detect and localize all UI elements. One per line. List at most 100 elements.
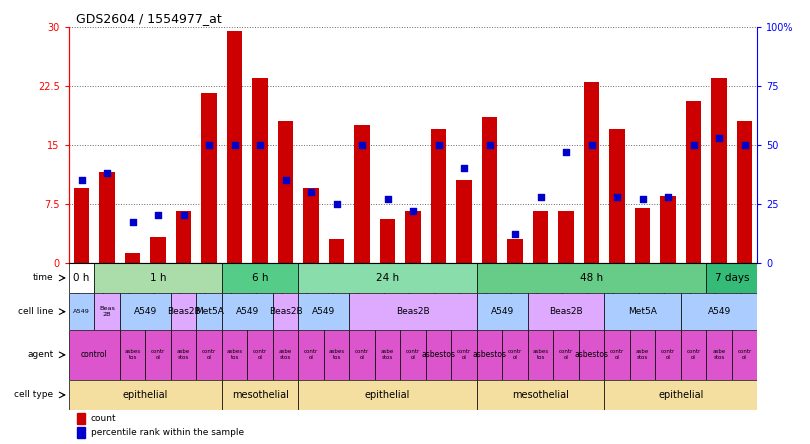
Bar [431,129,446,262]
Point [126,219,139,226]
Bar [375,330,400,380]
Bar [171,293,196,330]
Text: cell line: cell line [18,307,53,316]
Bar [329,239,344,262]
Bar [681,293,757,330]
Text: Met5A: Met5A [194,307,224,316]
Bar [196,330,222,380]
Point [611,193,624,200]
Text: 1 h: 1 h [150,273,166,283]
Bar [222,262,298,293]
Bar [76,413,85,424]
Bar [533,211,548,262]
Text: epithelial: epithelial [659,390,704,400]
Text: GDS2604 / 1554977_at: GDS2604 / 1554977_at [76,12,221,25]
Bar [298,330,324,380]
Text: count: count [91,414,116,423]
Text: time: time [33,274,53,282]
Point [713,134,726,141]
Text: asbe
stos: asbe stos [177,349,190,360]
Bar [706,262,757,293]
Text: contr
ol: contr ol [457,349,471,360]
Text: asbes
tos: asbes tos [125,349,141,360]
Point [662,193,675,200]
Point [228,141,241,148]
Bar [502,330,528,380]
Text: contr
ol: contr ol [202,349,216,360]
Bar [94,293,120,330]
Point [75,176,88,183]
Point [687,141,700,148]
Bar [630,330,655,380]
Bar [151,238,166,262]
Bar [477,330,502,380]
Text: epithelial: epithelial [365,390,411,400]
Bar [655,330,681,380]
Bar [298,380,477,410]
Text: A549: A549 [491,307,514,316]
Text: asbes
tos: asbes tos [532,349,548,360]
Bar [196,293,222,330]
Text: percentile rank within the sample: percentile rank within the sample [91,428,244,437]
Bar [304,188,319,262]
Text: asbestos: asbestos [472,350,506,359]
Text: contr
ol: contr ol [687,349,701,360]
Bar [125,253,140,262]
Bar [355,125,369,262]
Point [432,141,445,148]
Bar [69,293,94,330]
Text: contr
ol: contr ol [253,349,267,360]
Bar [298,262,477,293]
Bar [604,380,757,410]
Bar [94,262,222,293]
Point [738,141,751,148]
Text: agent: agent [28,350,53,359]
Bar [584,82,599,262]
Point [177,212,190,219]
Bar [477,380,604,410]
Point [279,176,292,183]
Bar [145,330,171,380]
Bar [528,293,604,330]
Bar [604,293,681,330]
Text: epithelial: epithelial [122,390,168,400]
Point [636,195,649,202]
Text: 7 days: 7 days [714,273,749,283]
Bar [247,330,273,380]
Bar [278,121,293,262]
Text: contr
ol: contr ol [661,349,676,360]
Point [458,165,471,172]
Bar [222,380,298,410]
Text: 24 h: 24 h [376,273,399,283]
Point [509,231,522,238]
Bar [253,78,268,262]
Text: mesothelial: mesothelial [232,390,288,400]
Point [151,212,164,219]
Text: Beas2B: Beas2B [396,307,430,316]
Bar [635,207,650,262]
Point [407,207,420,214]
Bar [604,330,630,380]
Text: Beas2B: Beas2B [549,307,583,316]
Bar [477,293,528,330]
Text: 0 h: 0 h [74,273,90,283]
Bar [100,172,115,262]
Point [254,141,266,148]
Bar [176,211,191,262]
Text: Beas
2B: Beas 2B [99,306,115,317]
Bar [324,330,349,380]
Bar [380,219,395,262]
Bar [579,330,604,380]
Bar [426,330,451,380]
Point [330,200,343,207]
Text: asbe
stos: asbe stos [713,349,726,360]
Point [382,195,394,202]
Point [560,148,573,155]
Text: Met5A: Met5A [629,307,657,316]
Text: Beas2B: Beas2B [269,307,302,316]
Bar [737,121,752,262]
Text: asbestos: asbestos [421,350,455,359]
Bar [298,293,349,330]
Bar [732,330,757,380]
Bar [558,211,573,262]
